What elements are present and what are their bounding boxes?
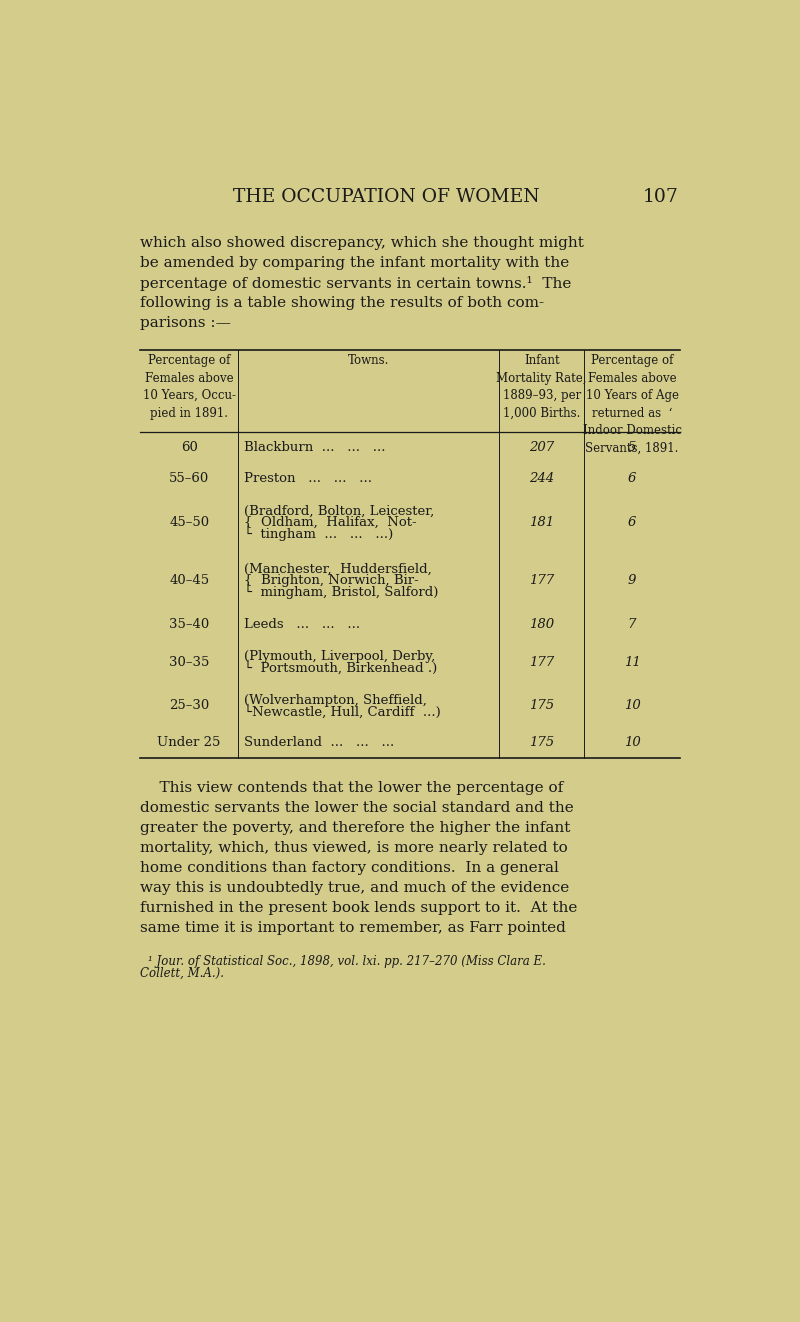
Text: home conditions than factory conditions.  In a general: home conditions than factory conditions.… — [140, 861, 559, 875]
Text: 9: 9 — [628, 574, 636, 587]
Text: 45–50: 45–50 — [169, 516, 209, 529]
Text: Towns.: Towns. — [348, 354, 390, 368]
Text: 60: 60 — [181, 442, 198, 453]
Text: 180: 180 — [529, 617, 554, 631]
Text: 35–40: 35–40 — [169, 617, 210, 631]
Text: 177: 177 — [529, 574, 554, 587]
Text: THE OCCUPATION OF WOMEN: THE OCCUPATION OF WOMEN — [234, 188, 540, 206]
Text: This view contends that the lower the percentage of: This view contends that the lower the pe… — [140, 781, 563, 795]
Text: (Bradford, Bolton, Leicester,: (Bradford, Bolton, Leicester, — [244, 505, 434, 518]
Text: ¹ Jour. of Statistical Soc., 1898, vol. lxi. pp. 217–270 (Miss Clara E.: ¹ Jour. of Statistical Soc., 1898, vol. … — [148, 954, 546, 968]
Text: 244: 244 — [529, 472, 554, 485]
Text: 177: 177 — [529, 656, 554, 669]
Text: 175: 175 — [529, 699, 554, 713]
Text: 6: 6 — [628, 516, 636, 529]
Text: {  Brighton, Norwich, Bir-: { Brighton, Norwich, Bir- — [244, 574, 419, 587]
Text: following is a table showing the results of both com-: following is a table showing the results… — [140, 296, 545, 309]
Text: Collett, M.A.).: Collett, M.A.). — [140, 968, 224, 980]
Text: 40–45: 40–45 — [169, 574, 209, 587]
Text: └Newcastle, Hull, Cardiff  ...): └Newcastle, Hull, Cardiff ...) — [244, 703, 441, 718]
Text: Percentage of
Females above
10 Years of Age
returned as  ‘
Indoor Domestic
Serva: Percentage of Females above 10 Years of … — [582, 354, 682, 455]
Text: which also showed discrepancy, which she thought might: which also showed discrepancy, which she… — [140, 235, 584, 250]
Text: (Manchester,  Huddersfield,: (Manchester, Huddersfield, — [244, 563, 432, 576]
Text: furnished in the present book lends support to it.  At the: furnished in the present book lends supp… — [140, 900, 578, 915]
Text: └  tingham  ...   ...   ...): └ tingham ... ... ...) — [244, 526, 394, 541]
Text: Percentage of
Females above
10 Years, Occu-
pied in 1891.: Percentage of Females above 10 Years, Oc… — [142, 354, 236, 419]
Text: Sunderland  ...   ...   ...: Sunderland ... ... ... — [244, 736, 394, 748]
Text: same time it is important to remember, as Farr pointed: same time it is important to remember, a… — [140, 921, 566, 935]
Text: be amended by comparing the infant mortality with the: be amended by comparing the infant morta… — [140, 255, 570, 270]
Text: 11: 11 — [624, 656, 641, 669]
Text: 55–60: 55–60 — [169, 472, 210, 485]
Text: 175: 175 — [529, 736, 554, 748]
Text: └  mingham, Bristol, Salford): └ mingham, Bristol, Salford) — [244, 583, 438, 599]
Text: 207: 207 — [529, 442, 554, 453]
Text: Blackburn  ...   ...   ...: Blackburn ... ... ... — [244, 442, 386, 453]
Text: 181: 181 — [529, 516, 554, 529]
Text: (Wolverhampton, Sheffield,: (Wolverhampton, Sheffield, — [244, 694, 427, 707]
Text: 107: 107 — [642, 188, 678, 206]
Text: {  Oldham,  Halifax,  Not-: { Oldham, Halifax, Not- — [244, 516, 417, 529]
Text: domestic servants the lower the social standard and the: domestic servants the lower the social s… — [140, 801, 574, 814]
Text: 5: 5 — [628, 442, 636, 453]
Text: Leeds   ...   ...   ...: Leeds ... ... ... — [244, 617, 360, 631]
Text: way this is undoubtedly true, and much of the evidence: way this is undoubtedly true, and much o… — [140, 880, 570, 895]
Text: 10: 10 — [624, 699, 641, 713]
Text: Under 25: Under 25 — [158, 736, 221, 748]
Text: 10: 10 — [624, 736, 641, 748]
Text: └  Portsmouth, Birkenhead .): └ Portsmouth, Birkenhead .) — [244, 661, 438, 674]
Text: 7: 7 — [628, 617, 636, 631]
Text: greater the poverty, and therefore the higher the infant: greater the poverty, and therefore the h… — [140, 821, 570, 834]
Text: Infant
Mortality Rate,
1889–93, per
1,000 Births.: Infant Mortality Rate, 1889–93, per 1,00… — [497, 354, 587, 419]
Text: 25–30: 25–30 — [169, 699, 210, 713]
Text: (Plymouth, Liverpool, Derby,: (Plymouth, Liverpool, Derby, — [244, 650, 435, 664]
Text: 6: 6 — [628, 472, 636, 485]
Text: Preston   ...   ...   ...: Preston ... ... ... — [244, 472, 372, 485]
Text: parisons :—: parisons :— — [140, 316, 231, 329]
Text: mortality, which, thus viewed, is more nearly related to: mortality, which, thus viewed, is more n… — [140, 841, 568, 855]
Text: 30–35: 30–35 — [169, 656, 210, 669]
Text: percentage of domestic servants in certain towns.¹  The: percentage of domestic servants in certa… — [140, 276, 572, 291]
